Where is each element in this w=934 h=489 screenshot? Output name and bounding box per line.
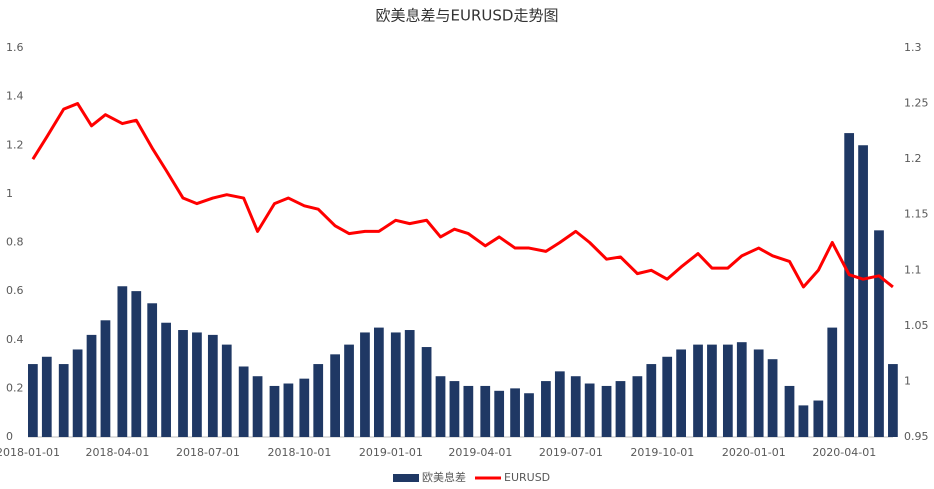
bar	[330, 354, 340, 437]
y-tick-label: 0.4	[6, 333, 24, 346]
bar	[374, 327, 384, 437]
x-tick-label: 2018-04-01	[86, 446, 150, 459]
legend-label: 欧美息差	[422, 470, 466, 484]
bar	[798, 405, 809, 437]
bar	[463, 385, 474, 437]
bar	[161, 322, 171, 437]
y-tick-label: 1.2	[6, 138, 24, 151]
chart-title: 欧美息差与EURUSD走势图	[376, 7, 559, 25]
bar	[28, 364, 38, 437]
bar	[813, 400, 824, 437]
bar	[299, 378, 310, 437]
y-tick-label: 0.8	[6, 236, 24, 249]
bar	[707, 344, 717, 437]
bar	[100, 320, 111, 437]
bar	[784, 385, 795, 437]
y2-tick-label: 1.1	[904, 263, 922, 276]
y-tick-label: 0.6	[6, 284, 24, 297]
x-tick-label: 2019-01-01	[359, 446, 423, 459]
bar	[252, 376, 263, 437]
legend-label: EURUSD	[504, 471, 550, 484]
x-tick-label: 2018-01-01	[0, 446, 60, 459]
bar	[207, 334, 218, 437]
bar	[570, 376, 581, 437]
x-tick-label: 2019-04-01	[448, 446, 512, 459]
bar	[524, 393, 534, 437]
bar	[117, 286, 128, 437]
legend-swatch	[393, 474, 419, 482]
y-tick-label: 0.2	[6, 381, 24, 394]
bar	[435, 376, 446, 437]
y-tick-label: 0	[6, 430, 13, 443]
y-tick-label: 1.6	[6, 41, 24, 54]
x-tick-label: 2018-10-01	[267, 446, 331, 459]
bar	[360, 332, 370, 437]
x-tick-label: 2019-07-01	[539, 446, 603, 459]
bar	[601, 385, 612, 437]
x-tick-label: 2020-01-01	[722, 446, 786, 459]
bar	[767, 359, 778, 437]
x-tick-label: 2019-10-01	[630, 446, 694, 459]
bar	[421, 347, 432, 437]
y2-tick-label: 1.3	[904, 41, 922, 54]
y-tick-label: 1.4	[6, 90, 24, 103]
bar	[676, 349, 686, 437]
y2-tick-label: 1	[904, 374, 911, 387]
bar	[541, 381, 551, 437]
bar	[313, 364, 324, 437]
bar	[736, 342, 747, 437]
y2-tick-label: 1.25	[904, 97, 929, 110]
bar	[753, 349, 764, 437]
bar	[554, 371, 565, 437]
y2-tick-label: 0.95	[904, 430, 929, 443]
bar	[404, 330, 415, 437]
bar	[632, 376, 643, 437]
bar	[58, 364, 69, 437]
x-tick-label: 2020-04-01	[812, 446, 876, 459]
bar	[827, 327, 838, 437]
bar	[86, 334, 97, 437]
bar	[192, 332, 202, 437]
y2-tick-label: 1.2	[904, 152, 922, 165]
bar	[584, 383, 595, 437]
bar	[283, 383, 294, 437]
bar	[131, 291, 142, 437]
bar	[888, 364, 898, 437]
bar	[147, 303, 158, 437]
bar	[646, 364, 657, 437]
bar	[221, 344, 232, 437]
bar	[238, 366, 249, 437]
bar	[662, 356, 673, 437]
bar	[449, 381, 460, 437]
bar	[844, 133, 855, 437]
bar	[344, 344, 354, 437]
bar	[510, 388, 520, 437]
y2-tick-label: 1.15	[904, 208, 929, 221]
bar	[874, 230, 884, 437]
x-tick-label: 2018-07-01	[176, 446, 240, 459]
bar	[269, 385, 280, 437]
bar	[615, 381, 626, 437]
bar	[41, 356, 52, 437]
bar	[72, 349, 83, 437]
line	[31, 102, 894, 289]
bar	[494, 390, 505, 437]
bar	[390, 332, 401, 437]
bar	[693, 344, 703, 437]
y-tick-label: 1	[6, 187, 13, 200]
bar	[178, 330, 188, 437]
bar	[480, 385, 491, 437]
bar	[858, 145, 868, 437]
y2-tick-label: 1.05	[904, 319, 929, 332]
bar	[722, 344, 733, 437]
